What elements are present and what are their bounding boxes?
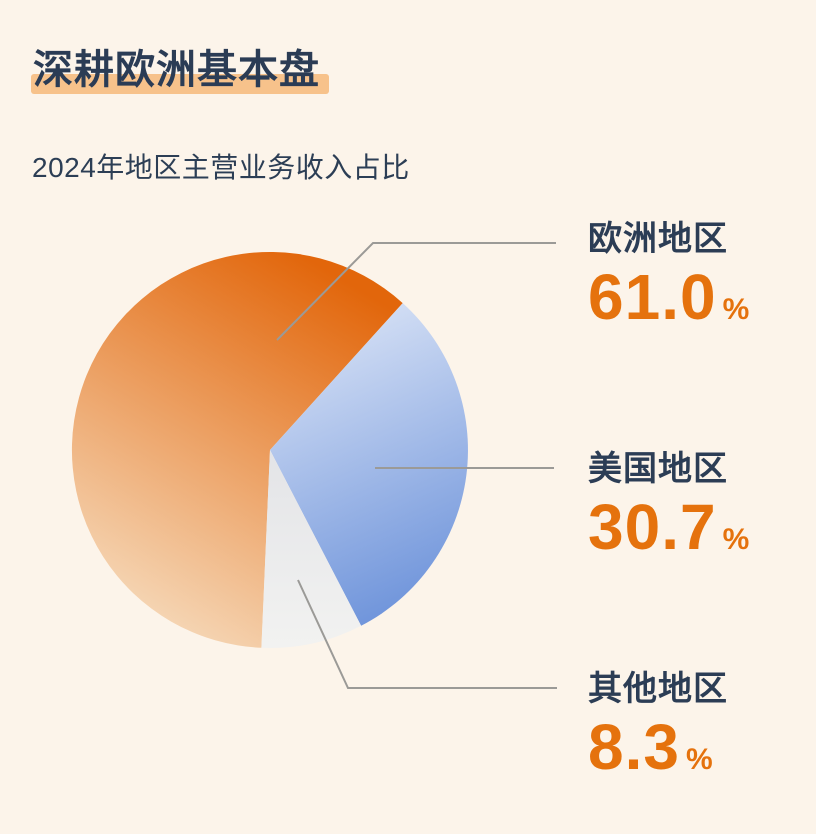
value-number: 61.0 [588,261,717,334]
percent-sign: % [722,293,750,327]
slice-value-usa: 30.7% [588,494,750,560]
title-highlight-bar [31,74,329,94]
percent-sign: % [685,743,713,777]
pie-slice-1 [270,303,468,626]
slice-value-europe: 61.0% [588,264,750,330]
pie-slice-2 [261,450,362,648]
page-title-block: 深耕欧洲基本盘 [31,46,329,94]
leader-line-0 [276,242,556,341]
chart-subtitle: 2024年地区主营业务收入占比 [32,152,410,183]
pie-slice-0 [71,251,403,648]
legend-item-usa: 美国地区 30.7% [588,450,749,560]
value-number: 8.3 [588,711,680,784]
legend-item-other: 其他地区 8.3% [588,670,728,780]
page-title: 深耕欧洲基本盘 [33,48,320,92]
percent-sign: % [722,523,750,557]
legend-item-europe: 欧洲地区 61.0% [588,220,749,330]
slice-label-europe: 欧洲地区 [588,220,728,258]
slice-label-usa: 美国地区 [588,450,728,488]
leader-line-2 [297,579,557,689]
slice-value-other: 8.3% [588,714,728,780]
value-number: 30.7 [588,491,717,564]
slice-label-other: 其他地区 [588,670,728,708]
